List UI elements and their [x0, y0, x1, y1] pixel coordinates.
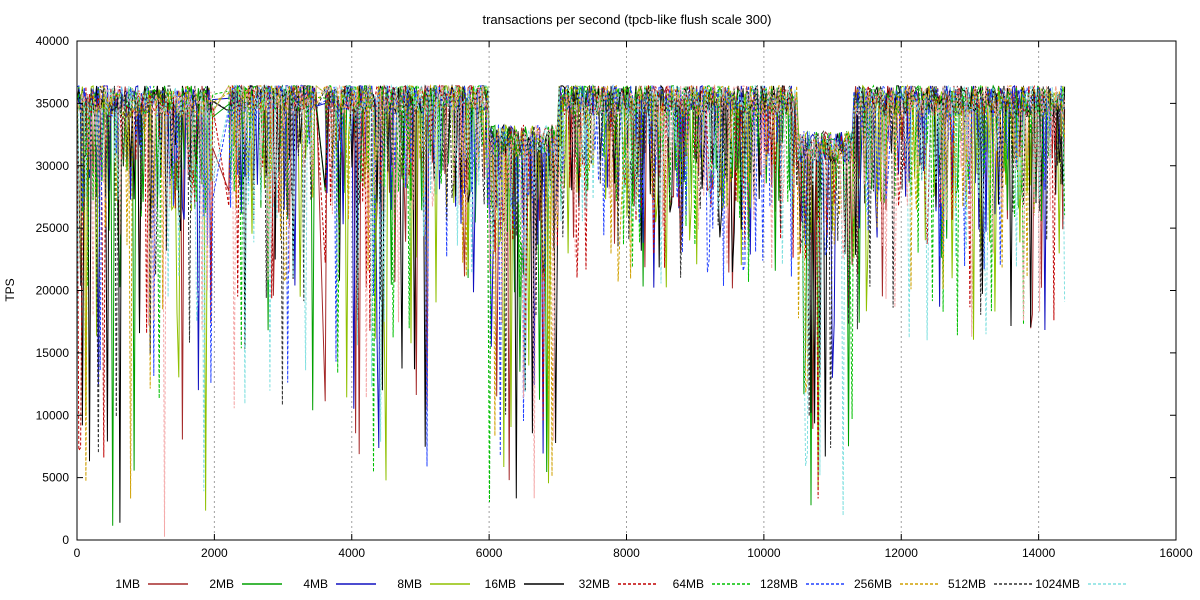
legend-label: 8MB: [397, 577, 422, 591]
y-tick-label: 5000: [42, 471, 69, 485]
legend-label: 64MB: [673, 577, 704, 591]
legend-item: 64MB: [673, 577, 752, 591]
x-tick-label: 10000: [747, 546, 781, 560]
x-tick-label: 14000: [1022, 546, 1056, 560]
y-tick-label: 10000: [36, 408, 70, 422]
y-tick-label: 35000: [36, 96, 70, 110]
legend-label: 32MB: [579, 577, 610, 591]
legend-label: 16MB: [485, 577, 516, 591]
legend-item: 512MB: [948, 577, 1034, 591]
legend-label: 4MB: [303, 577, 328, 591]
legend-label: 1024MB: [1035, 577, 1080, 591]
legend-label: 128MB: [760, 577, 798, 591]
y-axis-label: TPS: [3, 278, 17, 301]
x-tick-label: 0: [74, 546, 81, 560]
x-tick-label: 8000: [613, 546, 640, 560]
series-line: [76, 84, 1066, 537]
legend-item: 4MB: [303, 577, 376, 591]
x-tick-label: 6000: [476, 546, 503, 560]
legend-item: 16MB: [485, 577, 564, 591]
legend-item: 2MB: [209, 577, 282, 591]
axis-ticks: 0 2000 4000 6000 8000 10000 12000 14000 16000 0 50…: [36, 34, 1193, 560]
x-tick-label: 4000: [338, 546, 365, 560]
series-lines: [76, 83, 1066, 537]
y-tick-label: 30000: [36, 159, 70, 173]
legend-item: 128MB: [760, 577, 846, 591]
y-tick-label: 20000: [36, 284, 70, 298]
x-tick-label: 2000: [201, 546, 228, 560]
legend-label: 256MB: [854, 577, 892, 591]
y-tick-label: 25000: [36, 221, 70, 235]
legend-label: 512MB: [948, 577, 986, 591]
series-line: [76, 83, 1066, 516]
legend-label: 2MB: [209, 577, 234, 591]
series-line: [76, 84, 1066, 503]
legend-item: 1MB: [115, 577, 188, 591]
x-tick-label: 12000: [885, 546, 919, 560]
x-tick-label: 16000: [1159, 546, 1193, 560]
legend-item: 1024MB: [1035, 577, 1128, 591]
y-tick-label: 15000: [36, 346, 70, 360]
y-tick-label: 0: [62, 533, 69, 547]
chart-title: transactions per second (tpcb-like flush…: [482, 12, 771, 27]
legend-label: 1MB: [115, 577, 140, 591]
legend-item: 32MB: [579, 577, 658, 591]
y-tick-label: 40000: [36, 34, 70, 48]
legend-item: 8MB: [397, 577, 470, 591]
legend-item: 256MB: [854, 577, 940, 591]
legend: 1MB 2MB 4MB 8MB 16MB 32MB 64MB 128MB 256MB 512MB 1…: [115, 577, 1128, 591]
